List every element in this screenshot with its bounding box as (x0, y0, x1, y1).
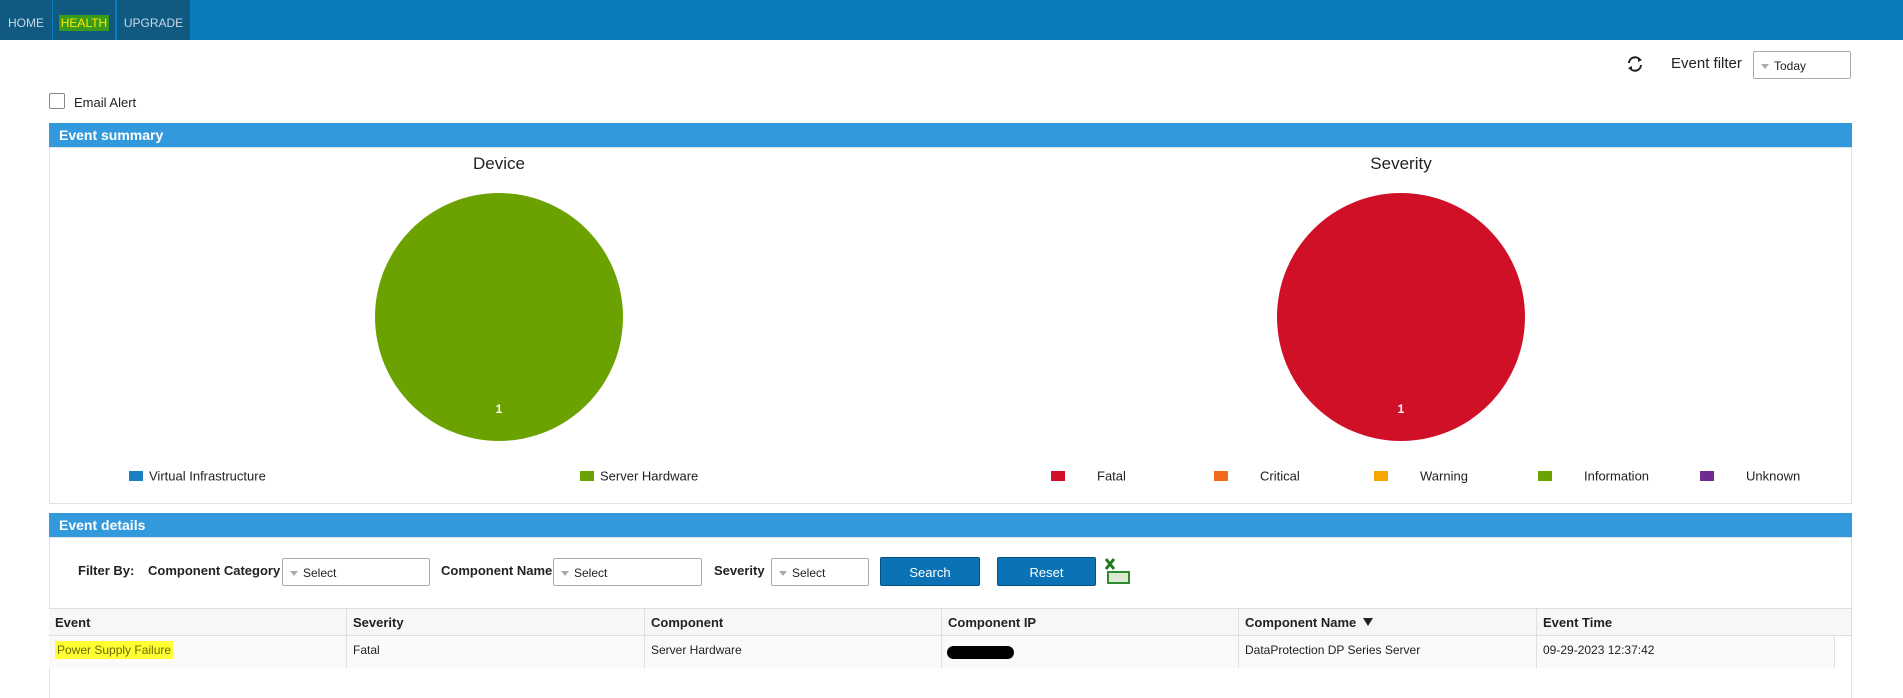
chart-title: Severity (1370, 154, 1432, 173)
filter-name: Component Name (441, 563, 553, 578)
nav-tab[interactable]: HOME (0, 0, 52, 40)
event-filter-select[interactable]: Today (1753, 51, 1851, 79)
pie-slice (375, 193, 623, 441)
table-cell (942, 636, 1239, 668)
column-header: Event Time (1537, 608, 1852, 636)
search-button[interactable]: Search (880, 557, 980, 586)
legend-label: Critical (1260, 468, 1300, 483)
legend-swatch (129, 471, 143, 481)
column-header: Component (645, 608, 942, 636)
section-header: Event summary (49, 123, 1852, 147)
filter-select[interactable]: Select (553, 558, 702, 586)
slice-label: 1 (1398, 402, 1405, 416)
charts: Device Virtual Infrastructure 1 Server Hard… (129, 154, 1800, 483)
checkbox[interactable] (49, 93, 65, 109)
table-cell: 09-29-2023 12:37:42 (1537, 636, 1835, 668)
table-cell: DataProtection DP Series Server (1239, 636, 1537, 668)
redaction (947, 646, 1014, 659)
table-cell[interactable]: Power Supply Failure (49, 636, 347, 668)
table-cell: Fatal (347, 636, 645, 668)
sort-icon (1363, 618, 1374, 626)
legend-swatch (580, 471, 594, 481)
csv-export[interactable] (1103, 557, 1131, 585)
email-alert-label: Email Alert (74, 95, 137, 110)
column-header: Severity (347, 608, 645, 636)
chart-title: Device (473, 154, 525, 173)
legend-swatch (1051, 471, 1065, 481)
event-filter-label: Event filter (1671, 55, 1742, 72)
legend-swatch (1700, 471, 1714, 481)
filter-name: Severity (714, 563, 765, 578)
column-header[interactable]: Component Name (1239, 608, 1537, 636)
legend-label: Virtual Infrastructure (149, 468, 266, 483)
legend-swatch (1214, 471, 1228, 481)
filter-select[interactable]: Select (771, 558, 869, 586)
legend-label: Server Hardware (600, 468, 698, 483)
legend-swatch (1538, 471, 1552, 481)
section-header: Event details (49, 513, 1852, 537)
slice-label: 1 (496, 402, 503, 416)
reset-button[interactable]: Reset (997, 557, 1096, 586)
table-cell: Server Hardware (645, 636, 942, 668)
filter-label: Filter By: (78, 563, 135, 578)
top-bar (0, 0, 1903, 40)
nav-tab[interactable]: HEALTH (53, 0, 115, 40)
legend-swatch (1374, 471, 1388, 481)
filter-name: Component Category (148, 563, 281, 578)
nav-tab[interactable]: UPGRADE (117, 0, 190, 40)
legend-label: Unknown (1746, 468, 1800, 483)
legend-label: Fatal (1097, 468, 1126, 483)
summary-panel (49, 147, 1852, 504)
legend-label: Information (1584, 468, 1649, 483)
column-header: Event (49, 608, 347, 636)
column-header: Component IP (942, 608, 1239, 636)
pie-slice (1277, 193, 1525, 441)
filter-select[interactable]: Select (282, 558, 430, 586)
legend-label: Warning (1420, 468, 1468, 483)
refresh-button[interactable] (1619, 48, 1651, 80)
